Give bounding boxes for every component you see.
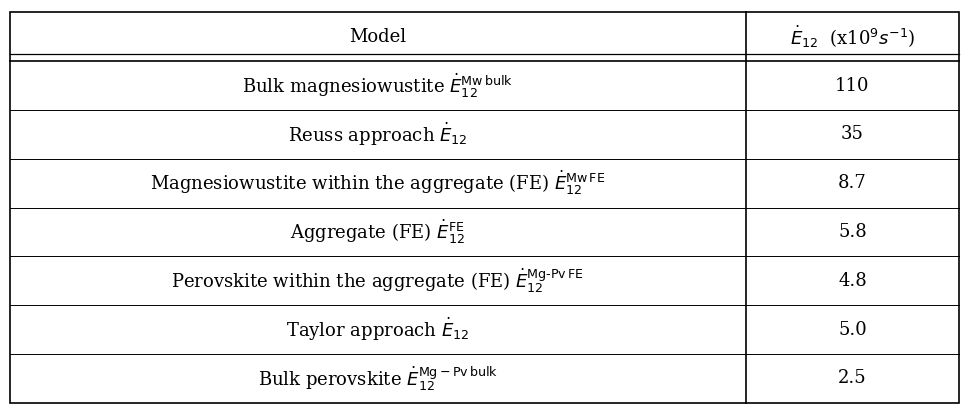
Text: Aggregate (FE) $\dot{E}_{12}^{\mathrm{FE}}$: Aggregate (FE) $\dot{E}_{12}^{\mathrm{FE… [290, 218, 465, 246]
Text: 8.7: 8.7 [838, 174, 867, 192]
Text: 110: 110 [835, 76, 870, 95]
Text: Magnesiowustite within the aggregate (FE) $\dot{E}_{12}^{\mathrm{Mw\,FE}}$: Magnesiowustite within the aggregate (FE… [150, 169, 606, 197]
Text: 4.8: 4.8 [838, 272, 867, 290]
Text: $\dot{E}_{12}$  (x10$^{9}$$s^{-1}$): $\dot{E}_{12}$ (x10$^{9}$$s^{-1}$) [790, 23, 915, 50]
Text: Model: Model [349, 28, 406, 46]
Text: 2.5: 2.5 [838, 369, 867, 388]
Text: Bulk perovskite $\dot{E}_{12}^{\mathrm{Mg-Pv\,bulk}}$: Bulk perovskite $\dot{E}_{12}^{\mathrm{M… [258, 364, 498, 393]
Text: Bulk magnesiowustite $\dot{E}_{12}^{\mathrm{Mw\,bulk}}$: Bulk magnesiowustite $\dot{E}_{12}^{\mat… [242, 72, 514, 100]
Text: 35: 35 [841, 125, 864, 143]
Text: 5.8: 5.8 [838, 223, 867, 241]
Text: Reuss approach $\dot{E}_{12}$: Reuss approach $\dot{E}_{12}$ [288, 121, 467, 148]
Text: Perovskite within the aggregate (FE) $\dot{E}_{12}^{\mathrm{Mg\text{-}Pv\,FE}}$: Perovskite within the aggregate (FE) $\d… [172, 267, 584, 295]
Text: Taylor approach $\dot{E}_{12}$: Taylor approach $\dot{E}_{12}$ [286, 316, 469, 343]
Text: 5.0: 5.0 [838, 321, 867, 339]
